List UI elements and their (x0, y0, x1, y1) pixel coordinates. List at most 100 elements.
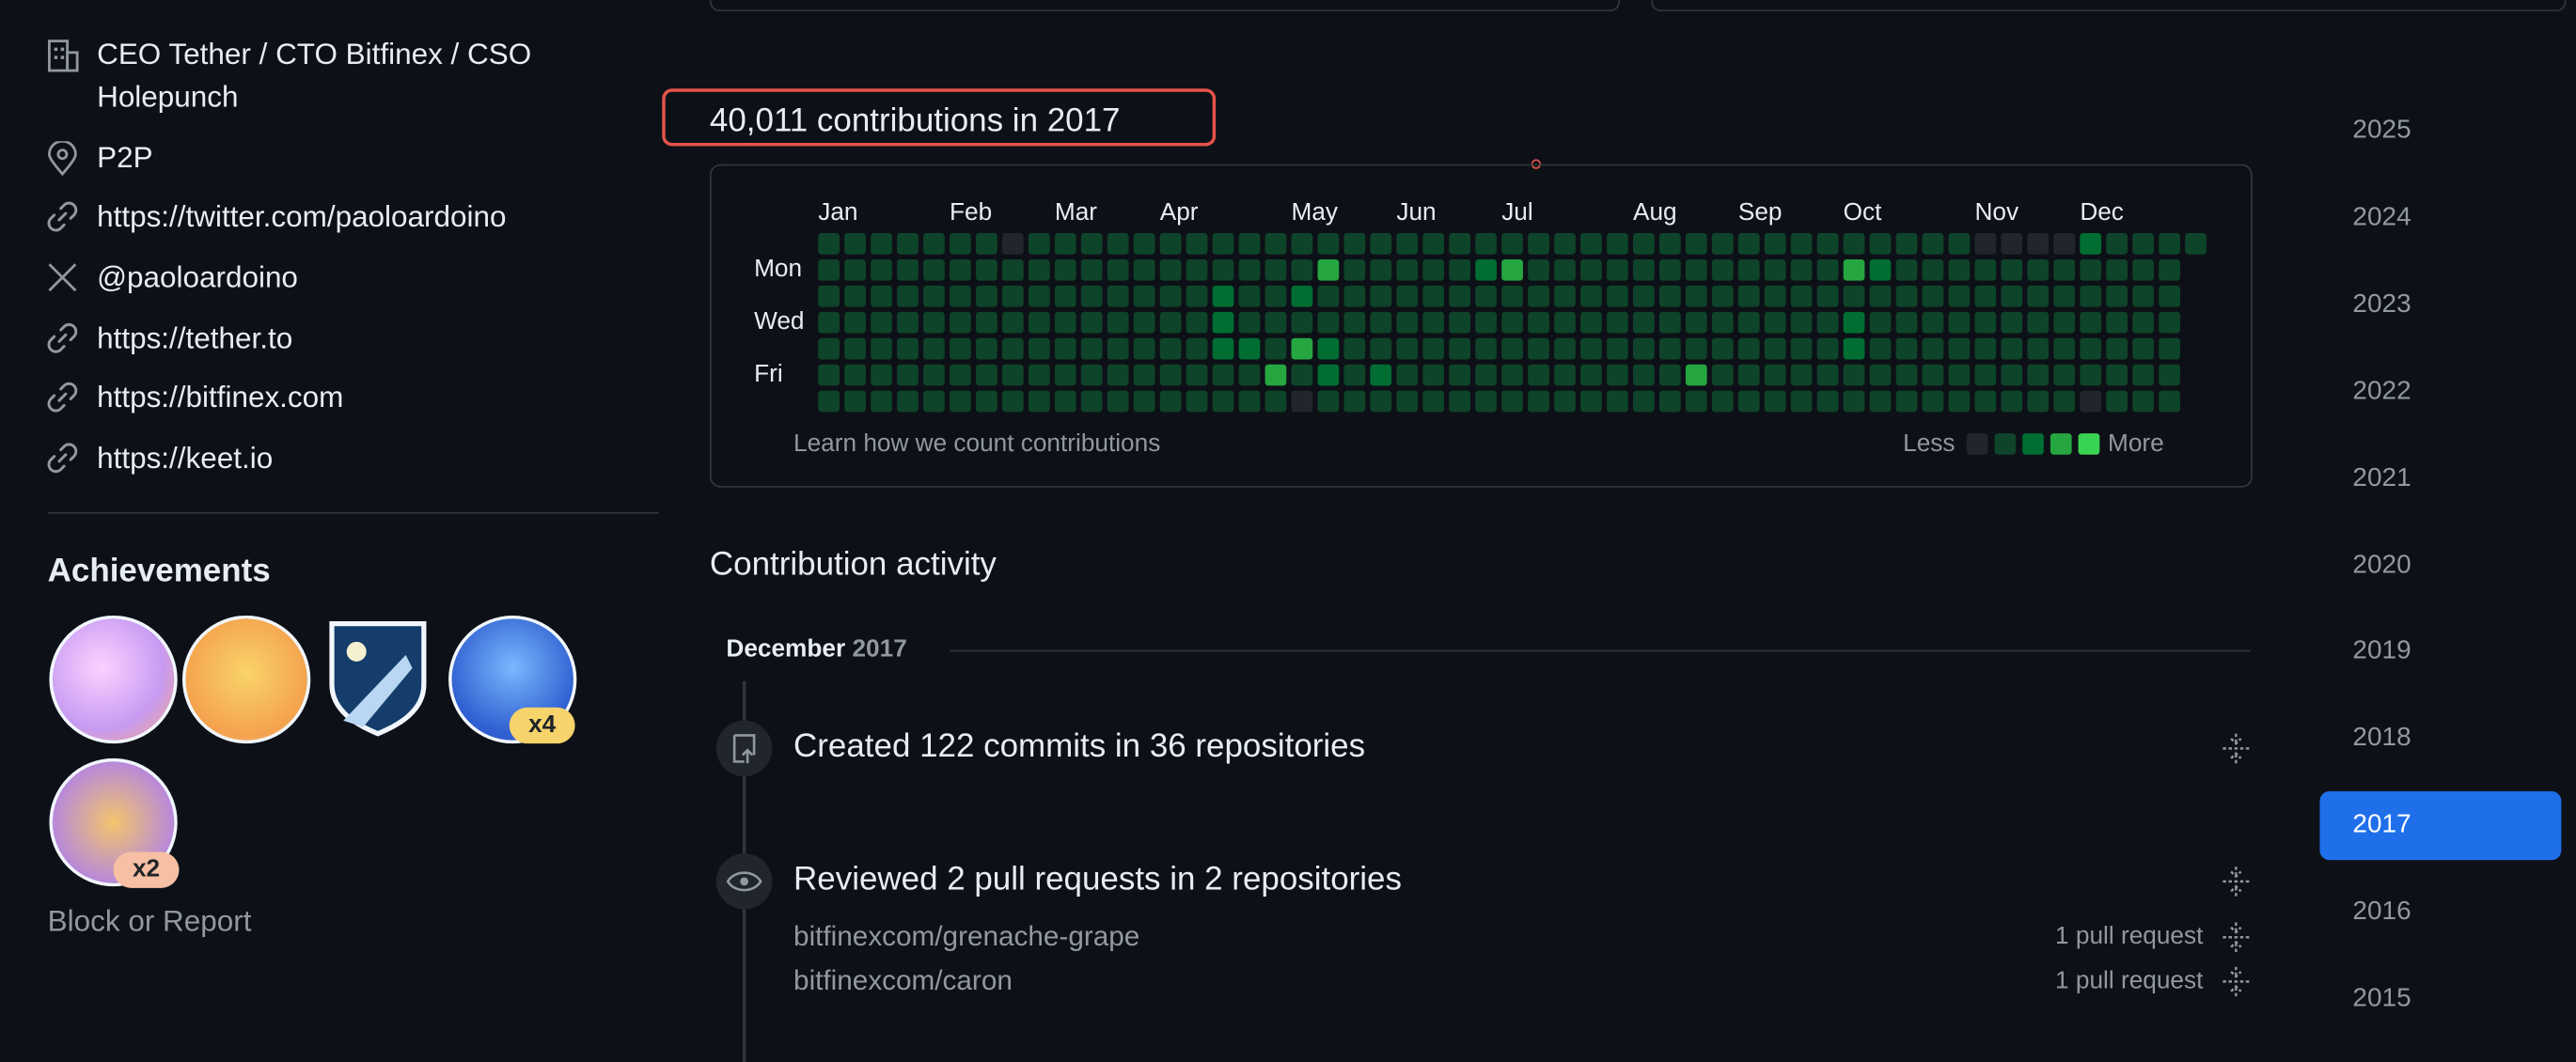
contribution-cell (923, 364, 945, 386)
contribution-cell (1790, 337, 1813, 360)
badge[interactable] (49, 615, 178, 744)
year-link[interactable]: 2025 (2352, 117, 2411, 145)
contribution-cell (1449, 337, 1471, 360)
contribution-cell (1159, 233, 1182, 255)
divider (950, 649, 2252, 652)
activity-summary[interactable]: Reviewed 2 pull requests in 2 repositori… (793, 861, 1402, 898)
contribution-cell (1658, 364, 1681, 386)
contribution-cell (976, 233, 997, 255)
contribution-cell (1422, 285, 1445, 307)
year-link[interactable]: 2016 (2352, 898, 2411, 927)
fold-icon[interactable] (2222, 921, 2251, 954)
contribution-cell (2106, 258, 2128, 281)
year-link[interactable]: 2019 (2352, 637, 2411, 666)
contribution-cell (1054, 364, 1076, 386)
contribution-cell (1711, 390, 1734, 413)
month-label: Mar (1055, 197, 1097, 226)
contribution-cell (950, 233, 971, 255)
legend-swatch (1994, 433, 2017, 455)
contribution-cell (1528, 364, 1549, 386)
contribution-cell (871, 258, 892, 281)
contribution-cell (2159, 337, 2180, 360)
contribution-cell (1475, 364, 1497, 386)
contribution-cell (1133, 233, 1155, 255)
contribution-cell (1711, 285, 1734, 307)
contribution-cell (2080, 311, 2102, 334)
contribution-cell (1396, 233, 1419, 255)
contribution-cell (1343, 311, 1366, 334)
year-link[interactable]: 2024 (2352, 203, 2411, 232)
contribution-cell (1264, 258, 1287, 281)
contribution-cell (2106, 390, 2128, 413)
contribution-cell (1580, 390, 1602, 413)
link[interactable]: https://bitfinex.com (97, 381, 344, 414)
contribution-cell (1054, 233, 1076, 255)
contribution-cell (871, 233, 892, 255)
contribution-cell (1054, 311, 1076, 334)
repo-count: 1 pull request (2055, 922, 2204, 951)
fold-icon[interactable] (2222, 865, 2251, 898)
legend-swatch (2022, 433, 2044, 455)
block-report[interactable]: Block or Report (47, 904, 252, 938)
contribution-cell (2132, 390, 2154, 413)
contribution-cell (2053, 364, 2076, 386)
badge[interactable] (181, 615, 311, 744)
contribution-cell (1816, 364, 1839, 386)
year-link[interactable]: 2015 (2352, 984, 2411, 1013)
contribution-cell (1212, 285, 1234, 307)
month-label: Jul (1501, 197, 1532, 226)
repo-name[interactable]: bitfinexcom/grenache-grape (793, 920, 1140, 952)
contribution-cell (1580, 258, 1602, 281)
link[interactable]: https://tether.to (97, 321, 293, 355)
contribution-cell (1317, 285, 1340, 307)
contribution-cell (1107, 337, 1129, 360)
learn-link[interactable]: Learn how we count contributions (793, 429, 1160, 457)
fold-icon[interactable] (2222, 965, 2251, 998)
link-icon (47, 201, 78, 232)
year-link[interactable]: 2018 (2352, 724, 2411, 753)
contribution-cell (1869, 285, 1892, 307)
badge[interactable] (49, 757, 178, 887)
contribution-cell (1001, 390, 1024, 413)
activity-summary[interactable]: Created 122 commits in 36 repositories (793, 728, 1366, 765)
contribution-cell (1133, 364, 1155, 386)
year-link[interactable]: 2020 (2352, 550, 2411, 579)
year-link[interactable]: 2017 (2319, 791, 2562, 861)
contribution-cell (1816, 337, 1839, 360)
contribution-cell (1107, 364, 1129, 386)
repo-name[interactable]: bitfinexcom/caron (793, 964, 1013, 997)
fold-icon[interactable] (2222, 732, 2251, 765)
contribution-cell (1133, 258, 1155, 281)
year-link[interactable]: 2023 (2352, 289, 2411, 319)
contribution-cell (1501, 233, 1523, 255)
contribution-cell (818, 258, 840, 281)
contribution-cell (1633, 233, 1655, 255)
contribution-cell (844, 258, 866, 281)
contribution-cell (1895, 285, 1918, 307)
year-link[interactable]: 2021 (2352, 463, 2411, 492)
contribution-cell (1869, 364, 1892, 386)
contribution-cell (1264, 311, 1287, 334)
link[interactable]: https://keet.io (97, 441, 274, 475)
contribution-cell (1475, 311, 1497, 334)
building-icon (48, 39, 79, 72)
contribution-cell (1054, 285, 1076, 307)
contribution-cell (1685, 311, 1707, 334)
contribution-cell (1133, 337, 1155, 360)
contribution-cell (1212, 337, 1234, 360)
contribution-cell (1528, 337, 1549, 360)
contribution-cell (1895, 311, 1918, 334)
contribution-cell (2053, 390, 2076, 413)
x-handle[interactable]: @paoloardoino (97, 260, 298, 294)
badge[interactable] (327, 618, 429, 737)
link[interactable]: https://twitter.com/paoloardoino (97, 200, 507, 234)
contribution-cell (818, 311, 840, 334)
contribution-cell (1501, 311, 1523, 334)
contribution-cell (1685, 285, 1707, 307)
contribution-cell (1054, 390, 1076, 413)
contribution-cell (1133, 311, 1155, 334)
contribution-cell (1948, 311, 1971, 334)
contribution-cell (1291, 233, 1313, 255)
contribution-cell (923, 258, 945, 281)
year-link[interactable]: 2022 (2352, 377, 2411, 405)
